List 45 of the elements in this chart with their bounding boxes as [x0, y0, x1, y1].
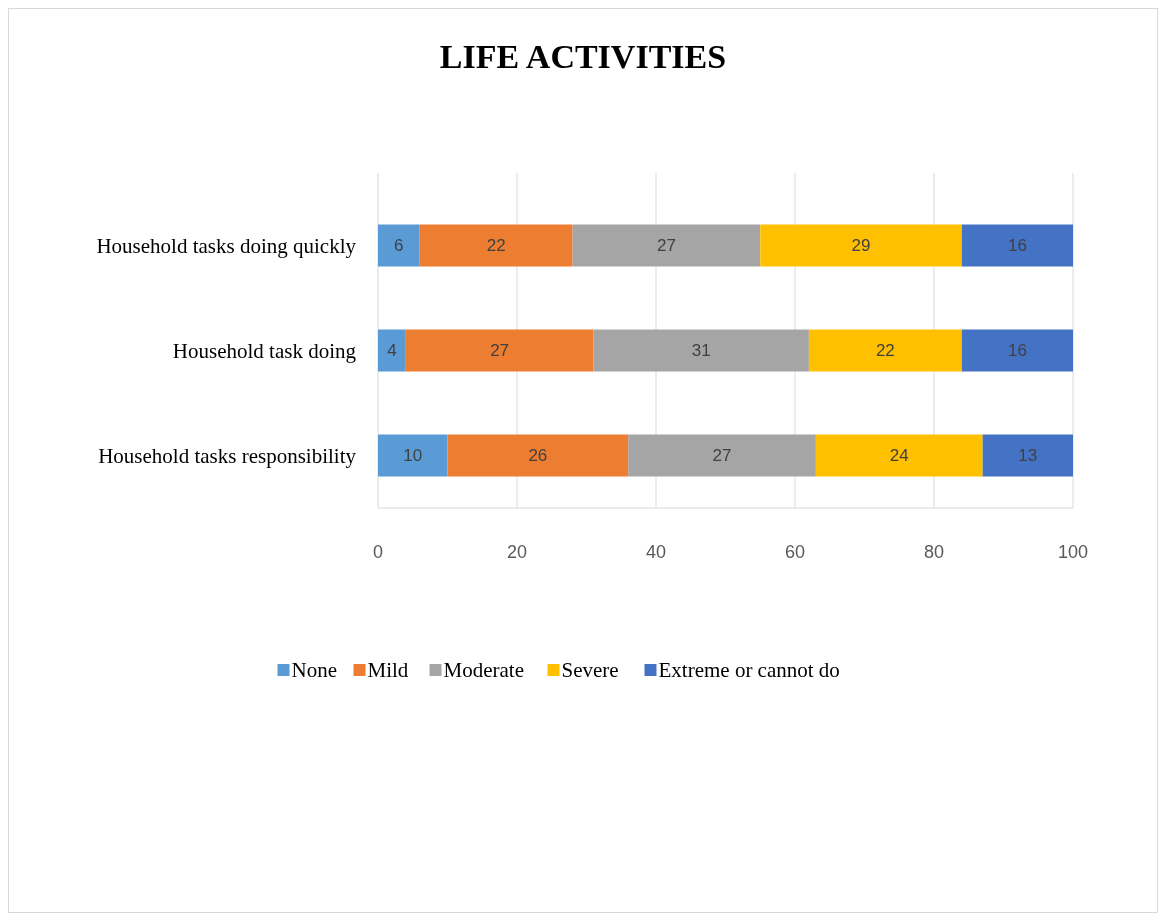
data-label: 22 — [486, 236, 506, 256]
y-tick-label: Household tasks responsibility — [98, 443, 357, 468]
chart-title: LIFE ACTIVITIES — [439, 38, 727, 75]
bar — [815, 434, 983, 477]
data-label: 16 — [1007, 341, 1027, 361]
x-tick-label: 20 — [506, 542, 528, 562]
x-tick-label: 100 — [1057, 542, 1089, 562]
x-tick-label: 60 — [784, 542, 806, 562]
data-label: 29 — [851, 236, 871, 256]
legend-label: None — [291, 658, 337, 683]
data-label: 13 — [1018, 446, 1038, 466]
data-label: 24 — [889, 446, 909, 466]
data-label: 22 — [875, 341, 895, 361]
data-label: 4 — [387, 341, 397, 361]
bar — [378, 224, 420, 267]
x-tick-label: 40 — [645, 542, 667, 562]
bar — [628, 434, 816, 477]
x-tick-label: 80 — [923, 542, 945, 562]
legend-label: Severe — [561, 658, 619, 683]
data-label: 26 — [528, 446, 548, 466]
bar — [447, 434, 629, 477]
bar — [982, 434, 1073, 477]
bar — [760, 224, 962, 267]
data-label: 31 — [691, 341, 711, 361]
data-label: 6 — [394, 236, 404, 256]
legend-label: Extreme or cannot do — [658, 658, 840, 683]
data-label: 16 — [1007, 236, 1027, 256]
bar — [378, 434, 448, 477]
data-label: 27 — [490, 341, 510, 361]
bar — [572, 224, 761, 267]
bar — [378, 329, 406, 372]
data-label: 27 — [656, 236, 676, 256]
data-label: 27 — [712, 446, 732, 466]
x-tick-label: 0 — [372, 542, 384, 562]
y-tick-label: Household task doing — [172, 338, 357, 363]
bar — [593, 329, 809, 372]
bar — [961, 224, 1073, 267]
bar — [808, 329, 962, 372]
legend-label: Mild — [367, 658, 409, 683]
legend-label: Moderate — [443, 658, 524, 683]
data-label: 10 — [403, 446, 423, 466]
bar — [405, 329, 594, 372]
y-tick-label: Household tasks doing quickly — [96, 233, 357, 258]
bar — [419, 224, 573, 267]
bar — [961, 329, 1073, 372]
